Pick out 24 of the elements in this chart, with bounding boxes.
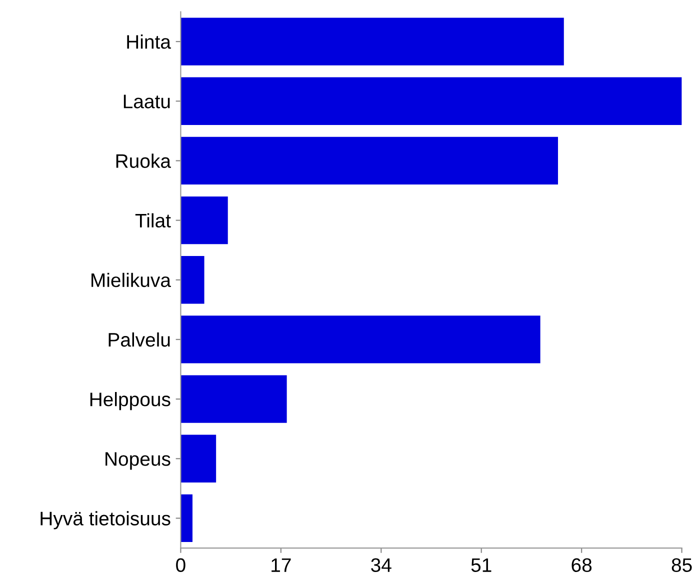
y-tick-label: Hyvä tietoisuus	[40, 511, 170, 530]
bar	[180, 256, 204, 304]
bar	[180, 18, 564, 66]
x-tick-label: 34	[371, 558, 392, 572]
y-tick-label: Palvelu	[108, 332, 170, 347]
bar	[180, 316, 540, 364]
x-tick-label: 68	[572, 558, 592, 572]
y-tick-label: Nopeus	[106, 452, 170, 470]
bar	[180, 77, 682, 125]
y-tick-label: Tilat	[135, 213, 171, 228]
bar	[180, 494, 192, 542]
x-tick-label: 17	[272, 558, 291, 572]
y-tick-label: Laatu	[124, 94, 170, 108]
y-tick-label: Ruoka	[116, 154, 171, 168]
x-tick-label: 0	[176, 558, 186, 572]
y-tick-label: Hinta	[127, 34, 171, 49]
bar	[180, 196, 228, 244]
bar	[180, 136, 558, 185]
x-tick-label: 51	[471, 558, 492, 572]
y-tick-label: Helppous	[90, 392, 170, 410]
bar	[180, 375, 287, 423]
bar	[180, 434, 216, 482]
y-tick-label: Mielikuva	[92, 272, 171, 288]
x-tick-label: 85	[672, 558, 692, 572]
